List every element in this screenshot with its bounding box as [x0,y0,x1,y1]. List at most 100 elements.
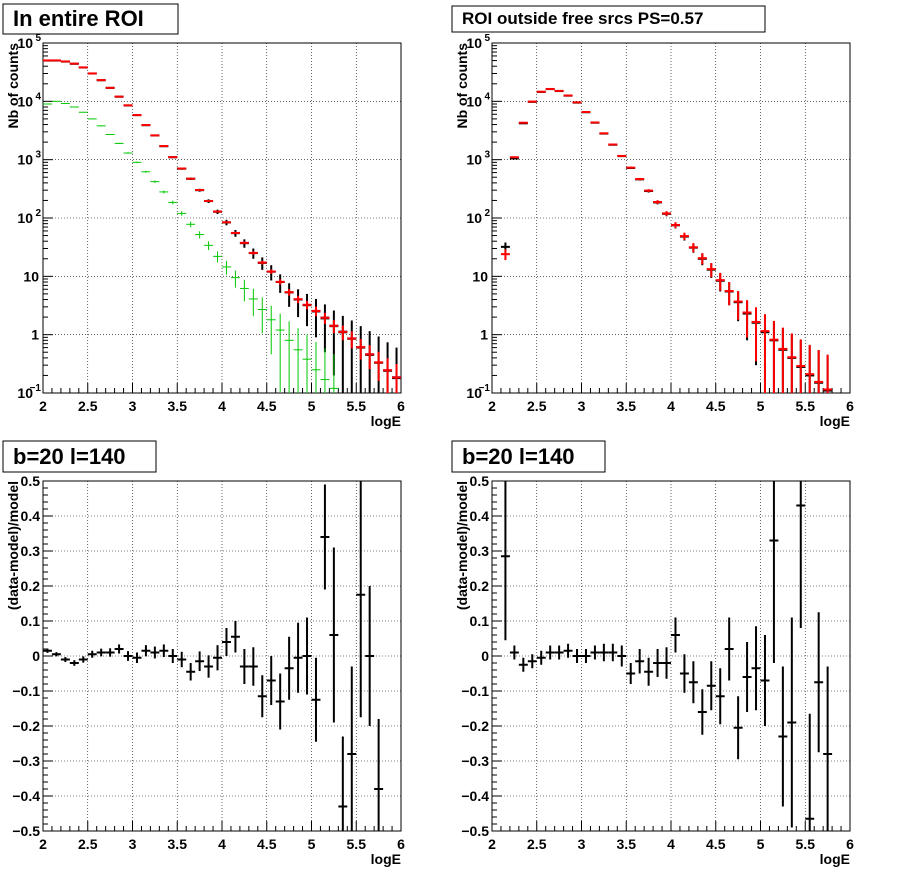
y-tick-exponent: 5 [484,33,490,44]
y-tick-label: −0.2 [461,718,489,734]
y-tick-label: 10 [466,35,482,51]
x-tick-label: 4 [667,398,675,414]
x-axis-label: logE [371,851,401,867]
y-tick-label: 0.4 [470,508,490,524]
x-tick-label: 2 [39,836,47,852]
x-tick-label: 5 [308,836,316,852]
series-1 [43,481,384,831]
x-tick-label: 2 [488,398,496,414]
chart-title-box [2,440,157,473]
y-axis-label: Nb of counts [5,43,21,129]
chart-title: In entire ROI [13,6,144,31]
x-tick-label: 4.5 [257,398,277,414]
y-tick-label: 10 [17,385,33,401]
y-tick-label: −0.2 [12,718,40,734]
y-tick-label: 0.3 [21,543,41,559]
x-tick-label: 2.5 [527,398,547,414]
y-tick-label: −0.3 [461,753,489,769]
series-layer [43,481,384,831]
y-tick-exponent: 3 [35,150,41,161]
x-axis-label: logE [820,413,850,429]
y-tick-exponent: 2 [484,208,490,219]
y-tick-label: 10 [466,152,482,168]
y-tick-label: 0.3 [470,543,490,559]
y-tick-label: 0.5 [21,473,41,489]
x-tick-label: 3 [129,398,137,414]
y-tick-label: 10 [466,210,482,226]
series-2 [500,87,833,393]
x-tick-label: 3.5 [617,836,637,852]
y-tick-label: −0.5 [461,823,489,839]
y-tick-label: 10 [17,93,33,109]
y-tick-label: 10 [466,385,482,401]
x-tick-label: 6 [397,398,405,414]
x-tick-label: 3 [578,836,586,852]
x-tick-label: 5.5 [347,398,367,414]
y-tick-label: 1 [480,327,488,343]
series-1 [500,481,833,831]
y-tick-label: 0.2 [21,578,41,594]
series-3 [43,59,401,393]
y-tick-label: −0.4 [12,788,40,804]
y-tick-label: 0.1 [470,613,490,629]
x-tick-label: 6 [846,398,854,414]
x-tick-label: 4 [218,836,226,852]
y-tick-label: 10 [17,152,33,168]
y-tick-label: −0.4 [461,788,489,804]
chart-title: ROI outside free srcs PS=0.57 [462,9,703,28]
y-tick-label: 10 [472,268,488,284]
x-tick-label: 5 [308,398,316,414]
x-tick-label: 3.5 [168,398,188,414]
y-tick-label: 0 [481,648,489,664]
x-tick-label: 2.5 [527,836,547,852]
y-tick-label: 10 [466,93,482,109]
y-axis-label: Nb of counts [454,43,470,129]
x-tick-label: 2 [39,398,47,414]
x-tick-label: 4 [218,398,226,414]
x-tick-label: 2.5 [78,836,98,852]
x-tick-label: 4.5 [706,398,726,414]
y-tick-label: 0.1 [21,613,41,629]
y-tick-label: 0.4 [21,508,41,524]
x-tick-label: 5 [757,398,765,414]
y-tick-label: 10 [17,210,33,226]
y-tick-label: −0.5 [12,823,40,839]
x-tick-label: 3.5 [168,836,188,852]
x-tick-label: 2.5 [78,398,98,414]
y-tick-label: 0.2 [470,578,490,594]
y-tick-label: 1 [31,327,39,343]
series-layer [500,87,833,393]
x-axis-label: logE [820,851,850,867]
y-tick-exponent: −1 [30,383,42,394]
y-tick-label: 0.5 [470,473,490,489]
chart-title-box [2,3,179,35]
x-tick-label: 3 [578,398,586,414]
chart-title-box [451,5,766,33]
series-4 [43,100,339,393]
x-tick-label: 3.5 [617,398,637,414]
chart-title-box [451,440,606,473]
x-tick-label: 5.5 [796,398,816,414]
x-tick-label: 5 [757,836,765,852]
y-tick-label: 10 [17,35,33,51]
x-tick-label: 5.5 [796,836,816,852]
y-tick-exponent: −1 [479,383,491,394]
y-tick-exponent: 5 [35,33,41,44]
y-tick-exponent: 2 [35,208,41,219]
x-tick-label: 3 [129,836,137,852]
y-tick-label: −0.1 [461,683,489,699]
x-tick-label: 5.5 [347,836,367,852]
x-tick-label: 6 [846,836,854,852]
x-tick-label: 2 [488,836,496,852]
x-tick-label: 4 [667,836,675,852]
y-tick-exponent: 4 [35,91,41,102]
x-tick-label: 4.5 [706,836,726,852]
y-tick-exponent: 3 [484,150,490,161]
y-tick-exponent: 4 [484,91,490,102]
series-layer [43,59,401,393]
